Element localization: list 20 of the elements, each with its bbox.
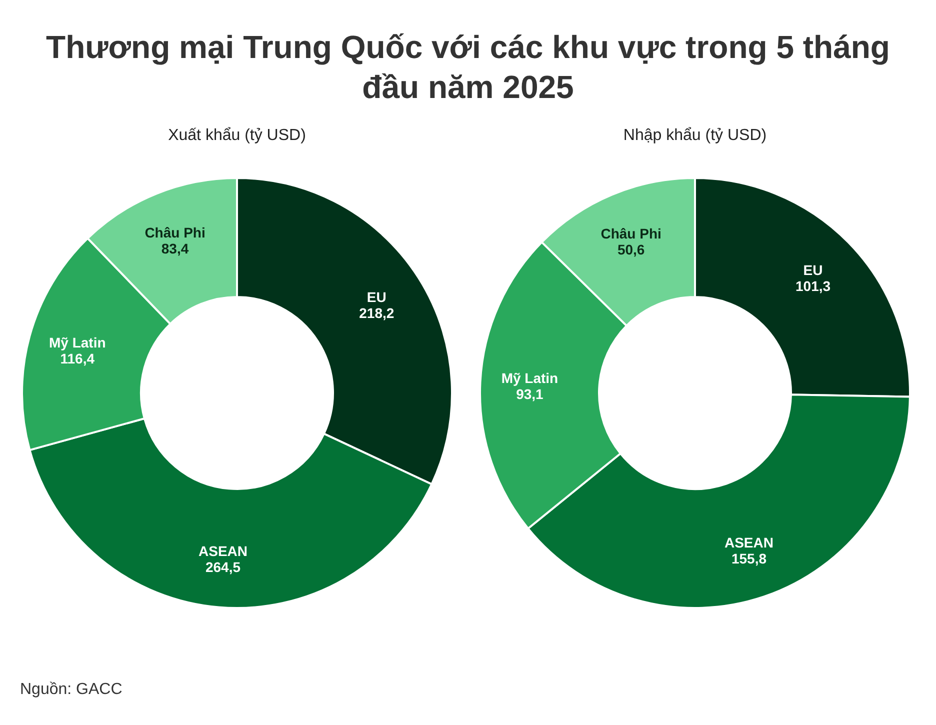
slice-label: Châu Phi bbox=[600, 225, 662, 242]
chart-title: Thương mại Trung Quốc với các khu vực trong 5 tháng đầu năm 2025 bbox=[46, 29, 890, 105]
slice-label: Mỹ Latin bbox=[48, 334, 106, 350]
data-label: 101,3 bbox=[796, 278, 831, 294]
data-label: 116,4 bbox=[60, 350, 95, 366]
slice-label: ASEAN bbox=[198, 542, 248, 559]
data-label: 155,8 bbox=[731, 550, 767, 566]
chart-subtitle: Nhập khẩu (tỷ USD) bbox=[623, 127, 767, 144]
data-label: 264,5 bbox=[205, 558, 241, 575]
slice-label: ASEAN bbox=[724, 534, 774, 550]
text: Nguồn: GACC bbox=[20, 681, 122, 698]
data-label: 93,1 bbox=[516, 386, 544, 402]
chart-subtitle: Xuất khẩu (tỷ USD) bbox=[168, 127, 306, 144]
data-label: 218,2 bbox=[359, 305, 394, 322]
slice-label: EU bbox=[803, 262, 823, 278]
slice-label: EU bbox=[366, 289, 386, 306]
data-label: 83,4 bbox=[161, 240, 189, 257]
data-label: 50,6 bbox=[617, 241, 645, 258]
slice-label: Châu Phi bbox=[144, 224, 206, 241]
slice-label: Mỹ Latin bbox=[501, 370, 558, 386]
